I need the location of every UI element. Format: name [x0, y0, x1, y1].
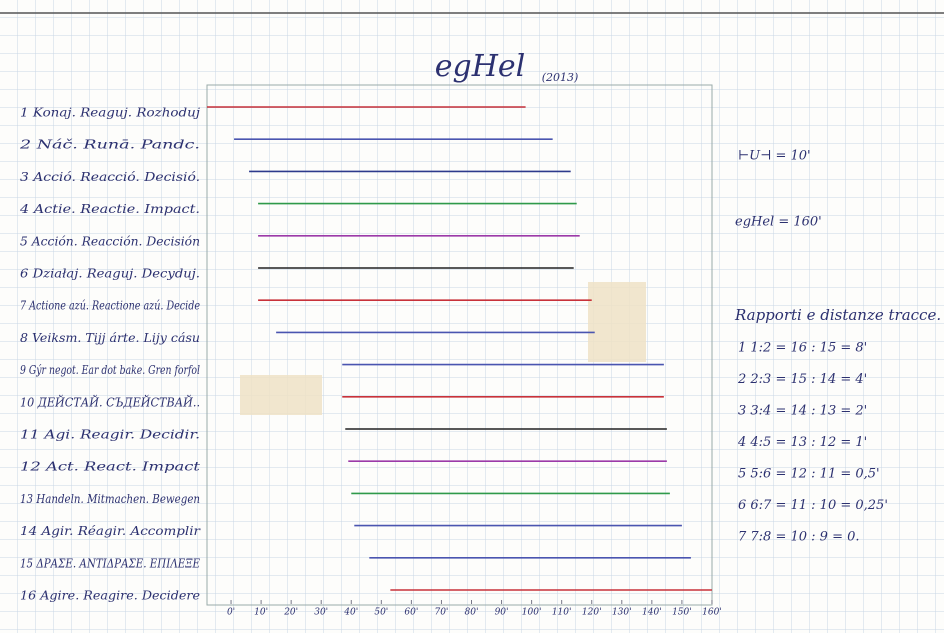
- x-tick-label: 70': [434, 608, 448, 618]
- row-label: 7 Actione azú. Reactione azú. Decide: [20, 299, 200, 313]
- row-label: 8 Veiksm. Tijj árte. Lijy cásu: [20, 331, 200, 345]
- page: egHel (2013) ⊢U⊣ = 10' egHel = 160' Rapp…: [0, 0, 944, 633]
- x-tick-label: 60': [404, 608, 418, 618]
- row-label: 13 Handeln. Mitmachen. Bewegen: [20, 492, 200, 506]
- ratio-line: 7 7:8 = 10 : 9 = 0.: [738, 530, 860, 545]
- x-tick-label: 40': [343, 608, 358, 618]
- row-label: 2 Náč. Runā. Pandc.: [19, 138, 200, 152]
- row-label: 10 ДЕЙСТАЙ. СЪДЕЙСТВАЙ..: [20, 392, 200, 409]
- row-label: 16 Agire. Reagire. Decidere: [20, 589, 200, 603]
- row-label: 1 Konaj. Reaguj. Rozhoduj: [20, 106, 200, 120]
- x-tick-label: 150': [672, 608, 692, 618]
- ratio-line: 2 2:3 = 15 : 14 = 4': [737, 372, 867, 387]
- row-label: 12 Act. React. Impact: [20, 460, 200, 474]
- x-tick-label: 130': [612, 608, 632, 618]
- unit-note: ⊢U⊣ = 10': [738, 149, 811, 164]
- x-tick-label: 50': [374, 608, 388, 618]
- x-tick-label: 100': [522, 608, 542, 618]
- ratio-line: 5 5:6 = 12 : 11 = 0,5': [738, 467, 880, 482]
- x-tick-label: 140': [642, 608, 662, 618]
- row-label: 3 Acció. Reacció. Decisió.: [20, 170, 200, 184]
- x-tick-label: 110': [552, 608, 572, 618]
- total-note: egHel = 160': [735, 215, 822, 230]
- row-label: 9 Gýr negot. Ear dot bake. Gren forfol: [20, 363, 200, 377]
- row-label: 14 Agir. Réagir. Accomplir: [20, 524, 201, 538]
- x-tick-label: 20': [283, 608, 298, 618]
- ratio-line: 4 4:5 = 13 : 12 = 1': [737, 435, 867, 450]
- tape: [240, 375, 322, 415]
- ratio-line: 1 1:2 = 16 : 15 = 8': [738, 341, 867, 356]
- x-tick-label: 0': [227, 608, 235, 618]
- row-label: 4 Actie. Reactie. Impact.: [19, 202, 200, 216]
- x-tick-label: 160': [702, 608, 722, 618]
- row-label: 11 Agi. Reagir. Decidir.: [20, 428, 200, 442]
- ratios-heading: Rapporti e distanze tracce.: [734, 306, 941, 324]
- chart-title: egHel: [435, 49, 525, 84]
- x-tick-label: 80': [465, 608, 479, 618]
- x-tick-label: 30': [314, 608, 328, 618]
- x-tick-label: 90': [495, 608, 509, 618]
- x-tick-label: 120': [582, 608, 602, 618]
- x-tick-label: 10': [254, 608, 268, 618]
- tape: [588, 282, 646, 362]
- ratio-line: 6 6:7 = 11 : 10 = 0,25': [738, 498, 888, 513]
- ratio-line: 3 3:4 = 14 : 13 = 2': [738, 404, 867, 419]
- chart-subtitle: (2013): [542, 71, 579, 84]
- row-label: 5 Acción. Reacción. Decisión: [20, 234, 200, 248]
- row-label: 15 ΔΡΑΣΕ. ΑΝΤΙΔΡΑΣΕ. ΕΠΙΛΕΞΕ: [20, 556, 200, 570]
- row-label: 6 Działaj. Reaguj. Decyduj.: [20, 267, 200, 281]
